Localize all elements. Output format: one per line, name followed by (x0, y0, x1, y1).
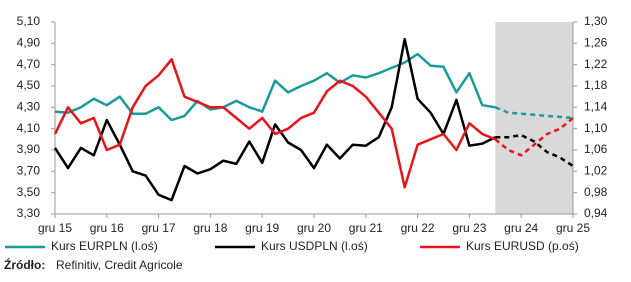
legend-label: Kurs USDPLN (l.oś) (261, 239, 368, 253)
forecast-line (494, 117, 574, 157)
y2-tick-label: 1,06 (584, 142, 608, 156)
source: Refinitiv, Credit Agricole (56, 258, 183, 272)
line (53, 37, 496, 202)
x-tick-label: gru 17 (142, 221, 176, 235)
y2-tick-label: 1,22 (584, 57, 608, 71)
x-tick-label: gru 18 (193, 221, 227, 235)
y-tick-label: 4,30 (17, 100, 41, 114)
y2-tick-label: 1,10 (584, 121, 608, 135)
x-tick-label: gru 16 (90, 221, 124, 235)
y2-tick-label: 1,26 (584, 36, 608, 50)
y2-tick-label: 1,02 (584, 164, 608, 178)
y-tick-label: 3,30 (17, 206, 41, 220)
x-tick-label: gru 19 (245, 221, 279, 235)
y-tick-label: 4,10 (17, 121, 41, 135)
x-tick-label: gru 21 (349, 221, 383, 235)
x-tick-label: gru 25 (556, 221, 590, 235)
x-tick-label: gru 22 (401, 221, 435, 235)
y-tick-label: 3,90 (17, 142, 41, 156)
forecast-line (495, 133, 574, 168)
x-tick-label: gru 23 (452, 221, 486, 235)
line (53, 58, 496, 189)
y-tick-label: 5,10 (17, 14, 41, 28)
y-tick-label: 3,50 (17, 185, 41, 199)
y2-tick-label: 0,98 (584, 185, 608, 199)
forecast-line (494, 106, 574, 120)
x-tick-label: gru 20 (297, 221, 331, 235)
y2-tick-label: 0,94 (584, 206, 608, 220)
line (54, 52, 496, 122)
x-tick-label: gru 15 (38, 221, 72, 235)
source-label: Źródło: (4, 257, 45, 272)
legend-label: Kurs EURUSD (p.oś) (466, 239, 579, 253)
y-tick-label: 3,70 (17, 164, 41, 178)
y2-tick-label: 1,14 (584, 100, 608, 114)
y-tick-label: 4,50 (17, 78, 41, 92)
x-tick-label: gru 24 (504, 221, 538, 235)
y-tick-label: 4,90 (17, 36, 41, 50)
y2-tick-label: 1,18 (584, 78, 608, 92)
y2-tick-label: 1,30 (584, 14, 608, 28)
legend-label: Kurs EURPLN (l.oś) (51, 239, 158, 253)
y-tick-label: 4,70 (17, 57, 41, 71)
